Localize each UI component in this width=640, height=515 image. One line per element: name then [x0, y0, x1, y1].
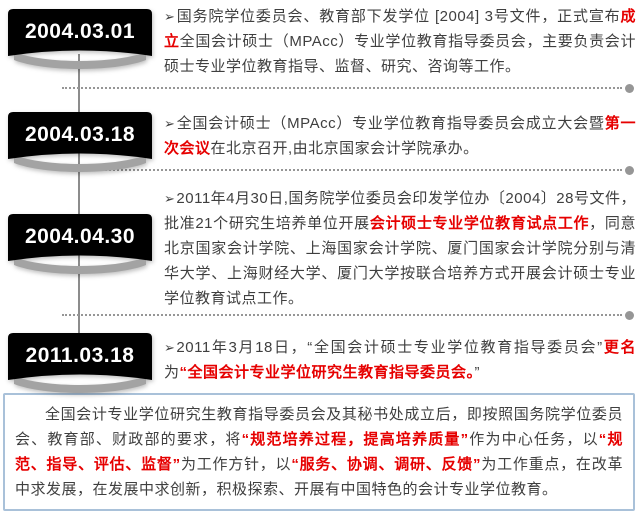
dotted-line — [62, 314, 622, 316]
text-segment: 作为中心任务，以 — [468, 431, 599, 448]
dotted-line — [62, 169, 622, 171]
date-ribbon-2004-03-18: 2004.03.18 — [7, 111, 153, 175]
separator-end-dot — [625, 166, 634, 175]
dotted-line — [62, 87, 622, 89]
entry-rich-text: 2011年3月18日，“全国会计硕士专业学位教育指导委员会”更名为“全国会计专业… — [164, 339, 636, 381]
entry-rich-text: 全国会计硕士（MPAcc）专业学位教育指导委员会成立大会暨第一次会议在北京召开,… — [164, 115, 636, 157]
date-label: 2004.03.18 — [24, 123, 136, 146]
text-segment: ，同意北京国家会计学院、上海国家会计学院、厦门国家会计学院分别与清华大学、上海财… — [164, 215, 636, 307]
date-label: 2004.04.30 — [24, 225, 136, 248]
text-segment: 国务院学位委员会、教育部下发学位 [2004] 3号文件，正式宣布 — [176, 8, 621, 25]
date-ribbon-2004-03-01: 2004.03.01 — [7, 8, 153, 72]
date-label: 2004.03.01 — [24, 20, 136, 43]
arrow-bullet-icon: ➢ — [164, 191, 176, 206]
text-segment: 在北京召开,由北京国家会计学院承办。 — [210, 140, 479, 157]
date-label: 2011.03.18 — [25, 344, 135, 367]
highlighted-text-segment: “规范培养过程，提高培养质量” — [241, 431, 469, 448]
text-segment: 全国会计硕士（MPAcc）专业学位教育指导委员会，主要负责会计硕士专业学位教育指… — [164, 33, 636, 75]
text-segment: 为 — [164, 364, 180, 381]
highlighted-text-segment: 会计硕士专业学位教育试点工作 — [369, 215, 590, 232]
text-segment: 2011年4月30日,国务院学位委员会印发学位办〔2004〕28号文件，批准21… — [164, 190, 636, 232]
arrow-bullet-icon: ➢ — [164, 9, 176, 24]
ribbon-banner-icon — [8, 9, 152, 69]
text-segment: 2011年3月18日，“全国会计硕士专业学位教育指导委员会” — [176, 339, 603, 356]
text-segment: 为工作重点，在改革中求发展，在发展中求创新，积极探索、开展有中国特色的会计专业学… — [15, 456, 623, 498]
entry-text: ➢全国会计硕士（MPAcc）专业学位教育指导委员会成立大会暨第一次会议在北京召开… — [164, 111, 636, 161]
timeline-connector-line — [78, 54, 80, 342]
ribbon-banner-icon — [8, 112, 152, 172]
summary-box: 全国会计专业学位研究生教育指导委员会及其秘书处成立后，即按照国务院学位委员会、教… — [3, 393, 635, 511]
entry-text: ➢国务院学位委员会、教育部下发学位 [2004] 3号文件，正式宣布成立全国会计… — [164, 4, 636, 79]
text-segment: 全国会计硕士（MPAcc）专业学位教育指导委员会成立大会暨 — [176, 115, 605, 132]
highlighted-text-segment: 更名 — [602, 339, 636, 356]
text-segment: 为工作方针，以 — [180, 456, 292, 473]
arrow-bullet-icon: ➢ — [164, 340, 176, 355]
highlighted-text-segment: “规范、指导、评估、监督” — [15, 431, 623, 473]
dotted-separator-2 — [62, 166, 634, 176]
highlighted-text-segment: 成立 — [164, 8, 636, 50]
ribbon-banner-icon — [8, 214, 152, 274]
separator-end-dot — [625, 84, 634, 93]
text-segment: 全国会计专业学位研究生教育指导委员会及其秘书处成立后，即按照国务院学位委员会、教… — [15, 406, 623, 448]
dotted-separator-3 — [62, 311, 634, 321]
highlighted-text-segment: “服务、协调、调研、反馈” — [291, 456, 482, 473]
entry-rich-text: 国务院学位委员会、教育部下发学位 [2004] 3号文件，正式宣布成立全国会计硕… — [164, 8, 636, 75]
text-segment: ” — [474, 364, 481, 381]
highlighted-text-segment: “全国会计专业学位研究生教育指导委员会。 — [179, 364, 475, 381]
ribbon-banner-icon — [8, 333, 152, 393]
arrow-bullet-icon: ➢ — [164, 116, 176, 131]
entry-rich-text: 2011年4月30日,国务院学位委员会印发学位办〔2004〕28号文件，批准21… — [164, 190, 636, 307]
summary-text: 全国会计专业学位研究生教育指导委员会及其秘书处成立后，即按照国务院学位委员会、教… — [5, 395, 633, 502]
separator-end-dot — [625, 311, 634, 320]
entry-text: ➢2011年3月18日，“全国会计硕士专业学位教育指导委员会”更名为“全国会计专… — [164, 335, 636, 385]
date-ribbon-2011-03-18: 2011.03.18 — [7, 332, 153, 396]
date-ribbon-2004-04-30: 2004.04.30 — [7, 213, 153, 277]
entry-text: ➢2011年4月30日,国务院学位委员会印发学位办〔2004〕28号文件，批准2… — [164, 186, 636, 311]
dotted-separator-1 — [62, 84, 634, 94]
highlighted-text-segment: 第一次会议 — [164, 115, 636, 157]
